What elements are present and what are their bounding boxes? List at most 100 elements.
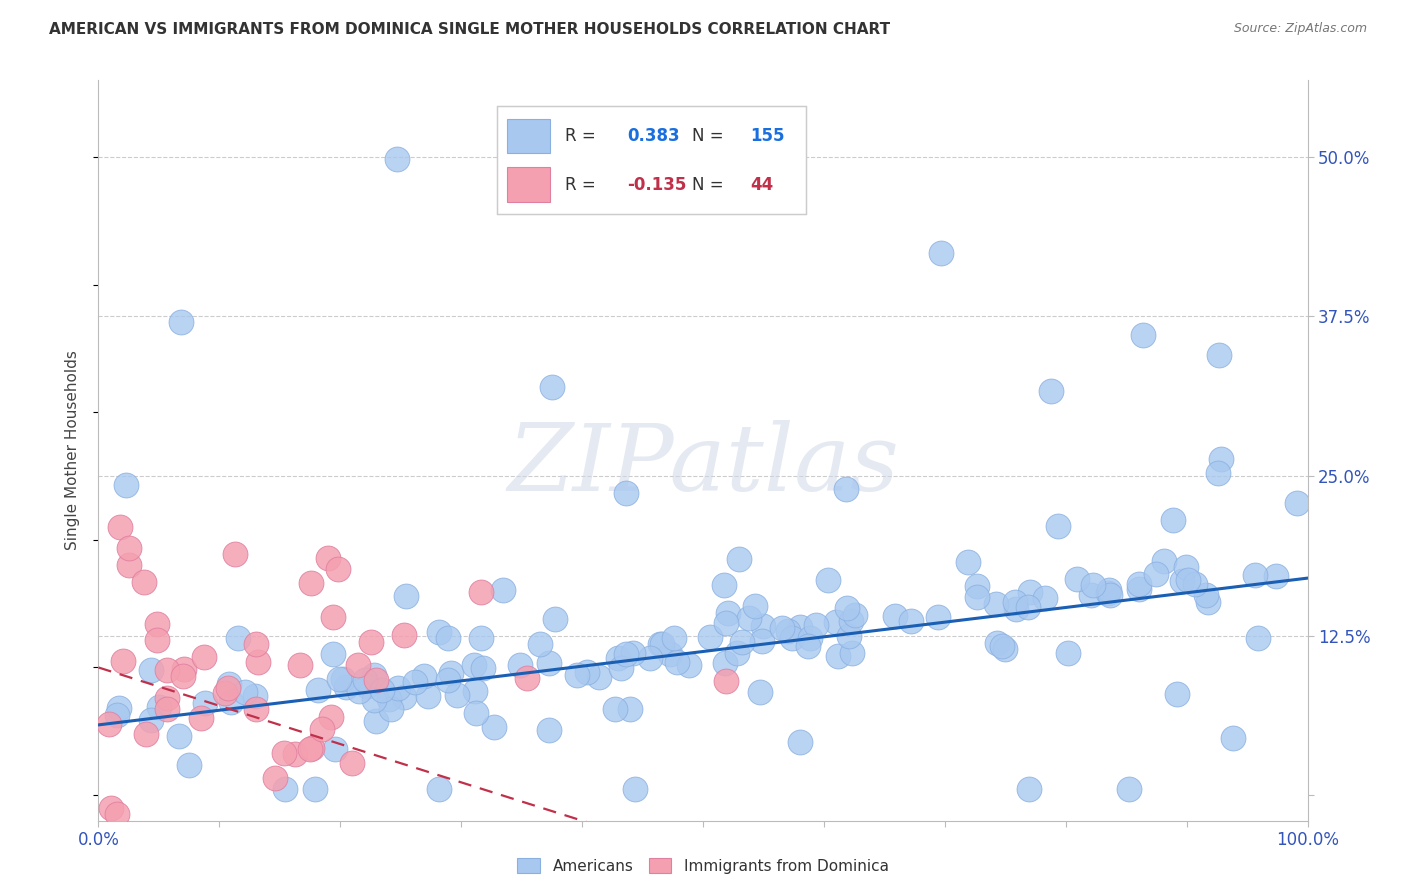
Point: [404, 674, 426, 689]
Point: [1197, 595, 1219, 609]
Point: [529, 637, 551, 651]
Point: [1004, 602, 1026, 616]
Point: [394, 690, 416, 705]
Point: [135, 727, 157, 741]
Point: [1132, 328, 1154, 343]
Point: [299, 741, 322, 756]
Point: [841, 646, 863, 660]
Y-axis label: Single Mother Households: Single Mother Households: [65, 351, 80, 550]
Point: [1174, 559, 1197, 574]
Point: [470, 631, 492, 645]
Point: [839, 614, 862, 628]
Point: [224, 547, 246, 561]
Point: [621, 647, 644, 661]
Point: [579, 163, 602, 178]
Point: [835, 483, 858, 497]
Point: [156, 663, 179, 677]
Point: [619, 702, 641, 716]
Point: [172, 669, 194, 683]
Point: [378, 692, 401, 706]
Point: [1144, 567, 1167, 582]
Point: [380, 701, 402, 715]
Point: [1118, 781, 1140, 796]
Point: [328, 561, 350, 575]
Point: [115, 478, 138, 492]
Point: [610, 661, 633, 675]
Point: [717, 606, 740, 620]
Point: [797, 639, 820, 653]
Point: [139, 713, 162, 727]
Point: [446, 688, 468, 702]
Point: [304, 781, 326, 796]
Point: [1243, 568, 1265, 582]
Point: [537, 657, 560, 671]
Point: [651, 636, 673, 650]
Point: [537, 723, 560, 737]
Point: [966, 590, 988, 604]
Point: [319, 710, 342, 724]
Point: [576, 665, 599, 680]
Point: [837, 600, 859, 615]
Point: [984, 597, 1007, 611]
Point: [146, 617, 169, 632]
Point: [699, 630, 721, 644]
Point: [1211, 452, 1233, 467]
Point: [218, 676, 240, 690]
Point: [413, 669, 436, 683]
Point: [1066, 572, 1088, 586]
Point: [363, 692, 385, 706]
Point: [179, 758, 201, 772]
Point: [263, 772, 285, 786]
Text: ZIPatlas: ZIPatlas: [508, 420, 898, 510]
Point: [1057, 647, 1080, 661]
Point: [148, 699, 170, 714]
Point: [245, 702, 267, 716]
Point: [392, 628, 415, 642]
Point: [363, 667, 385, 681]
Point: [217, 681, 239, 695]
Point: [1195, 589, 1218, 603]
Point: [1097, 586, 1119, 600]
Point: [738, 611, 761, 625]
Point: [463, 658, 485, 673]
Point: [603, 702, 626, 716]
Point: [1285, 496, 1308, 510]
Point: [385, 152, 408, 166]
Point: [219, 695, 242, 709]
Point: [245, 637, 267, 651]
Point: [290, 657, 312, 672]
Point: [1046, 519, 1069, 533]
Point: [342, 756, 364, 771]
Point: [817, 573, 839, 587]
Point: [541, 380, 564, 394]
Point: [1033, 591, 1056, 605]
Point: [354, 673, 377, 688]
Point: [1184, 577, 1206, 591]
Point: [112, 655, 135, 669]
Point: [437, 673, 460, 687]
Point: [1161, 513, 1184, 527]
Point: [1018, 781, 1040, 796]
Point: [1080, 588, 1102, 602]
Point: [356, 679, 378, 693]
Point: [640, 651, 662, 665]
Point: [986, 636, 1008, 650]
Point: [332, 673, 354, 687]
Text: Source: ZipAtlas.com: Source: ZipAtlas.com: [1233, 22, 1367, 36]
Point: [1081, 578, 1104, 592]
Point: [322, 610, 344, 624]
Point: [789, 620, 811, 634]
Point: [1247, 631, 1270, 645]
Point: [416, 689, 439, 703]
Point: [780, 631, 803, 645]
Text: AMERICAN VS IMMIGRANTS FROM DOMINICA SINGLE MOTHER HOUSEHOLDS CORRELATION CHART: AMERICAN VS IMMIGRANTS FROM DOMINICA SIN…: [49, 22, 890, 37]
Point: [662, 631, 685, 645]
Point: [838, 629, 860, 643]
Point: [194, 697, 217, 711]
Point: [827, 648, 849, 663]
Point: [509, 658, 531, 673]
Point: [516, 671, 538, 685]
Point: [427, 625, 450, 640]
Point: [648, 637, 671, 651]
Point: [659, 647, 682, 661]
